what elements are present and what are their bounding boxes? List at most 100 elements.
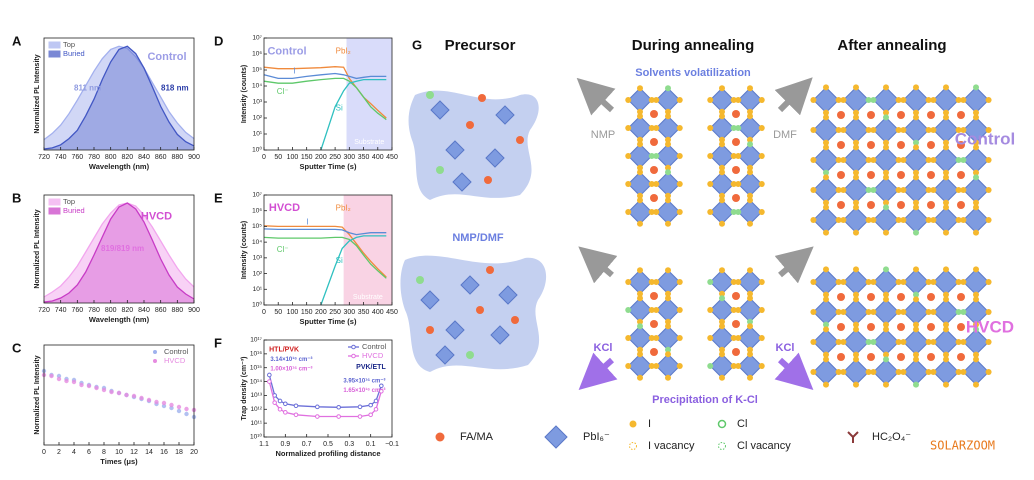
i-ion <box>853 199 859 206</box>
legend-label: I vacancy <box>648 440 695 452</box>
fa-ion <box>837 201 845 209</box>
legend-label: I <box>648 418 651 430</box>
solvent-label: NMP/DMF <box>452 232 504 244</box>
octahedron <box>452 172 472 192</box>
legend-label: HC₂O₄⁻ <box>872 431 911 443</box>
i-ion <box>823 266 829 273</box>
i-ion <box>676 279 683 285</box>
i-ion <box>960 187 967 193</box>
i-ion <box>883 199 889 206</box>
i-ion <box>973 169 979 176</box>
i-ion <box>665 136 671 143</box>
i-ion <box>973 351 979 358</box>
data-point <box>184 406 189 412</box>
legend-icon <box>629 420 637 428</box>
fa-ion <box>927 111 935 119</box>
i-ion <box>840 127 847 133</box>
fa-ion <box>867 201 875 209</box>
cl-ion <box>823 169 829 176</box>
i-ion <box>973 114 979 121</box>
cl-ion <box>955 309 962 315</box>
i-ion <box>865 127 872 133</box>
i-ion <box>758 335 765 341</box>
fa-ion <box>957 111 965 119</box>
fa-ion <box>650 348 658 356</box>
fa-ion <box>867 293 875 301</box>
region-label: Substrate <box>354 139 384 146</box>
i-ion <box>707 97 714 103</box>
i-ion <box>648 97 655 103</box>
i-ion <box>913 199 919 206</box>
i-ion <box>665 295 671 302</box>
x-tick-label: 720 <box>38 154 50 161</box>
series-line <box>320 235 387 306</box>
i-ion <box>625 279 632 285</box>
fa-ion <box>957 141 965 149</box>
series-line <box>43 45 195 141</box>
i-ion <box>853 84 859 91</box>
fa-ion <box>897 111 905 119</box>
y-tick-label: 10³ <box>253 255 263 262</box>
cl-ion <box>955 157 962 163</box>
plot-frame <box>263 37 393 151</box>
i-ion <box>925 97 932 103</box>
i-ion <box>835 339 842 345</box>
x-tick-label: 450 <box>386 154 398 161</box>
i-ion <box>943 139 949 146</box>
i-ion <box>665 374 671 381</box>
i-ion <box>943 381 949 388</box>
legend-swatch <box>48 198 61 206</box>
i-ion <box>835 217 842 223</box>
legend-swatch <box>48 41 61 49</box>
x-tick-label: 100 <box>287 309 299 316</box>
i-ion <box>973 204 979 211</box>
i-ion <box>653 97 660 103</box>
arrow <box>578 246 618 284</box>
x-tick-label: 900 <box>188 154 200 161</box>
i-ion <box>747 351 753 358</box>
legend-label: Control <box>164 347 189 356</box>
i-ion <box>913 351 919 358</box>
cl-ion <box>823 321 829 328</box>
i-ion <box>973 291 979 298</box>
legend-swatch <box>153 359 157 363</box>
x-tick-label: 150 <box>301 154 313 161</box>
arrow <box>774 77 813 116</box>
x-tick-label: 10 <box>115 449 123 456</box>
y-tick-label: 10¹⁴ <box>250 378 262 385</box>
i-ion <box>676 125 683 131</box>
cl-ion <box>973 326 979 333</box>
fa-ion <box>867 141 875 149</box>
i-ion <box>913 356 919 363</box>
i-ion <box>973 139 979 146</box>
i-ion <box>730 363 737 369</box>
i-ion <box>835 309 842 315</box>
i-ion <box>913 114 919 121</box>
y-tick-label: 10⁴ <box>252 83 262 90</box>
y-tick-label: 10² <box>253 270 263 277</box>
data-point <box>139 395 144 401</box>
i-ion <box>913 169 919 176</box>
i-ion <box>883 144 889 151</box>
i-ion <box>883 291 889 298</box>
i-ion <box>883 84 889 91</box>
i-ion <box>637 346 643 353</box>
i-ion <box>676 181 683 187</box>
y-tick-label: 10⁰ <box>252 301 262 309</box>
i-ion <box>676 153 683 159</box>
x-tick-label: 250 <box>329 154 341 161</box>
x-tick-label: 8 <box>102 449 106 456</box>
arrow <box>774 352 814 391</box>
i-ion <box>730 335 737 341</box>
fa-ion <box>478 94 486 102</box>
i-ion <box>665 351 671 358</box>
process-label: Precipitation of K-Cl <box>652 394 758 406</box>
i-ion <box>930 127 937 133</box>
x-tick-label: 0.1 <box>366 441 376 448</box>
i-ion <box>823 356 829 363</box>
i-ion <box>637 113 643 120</box>
i-ion <box>665 267 671 274</box>
x-tick-label: 880 <box>171 307 183 314</box>
i-ion <box>747 197 753 204</box>
i-ion <box>625 97 632 103</box>
